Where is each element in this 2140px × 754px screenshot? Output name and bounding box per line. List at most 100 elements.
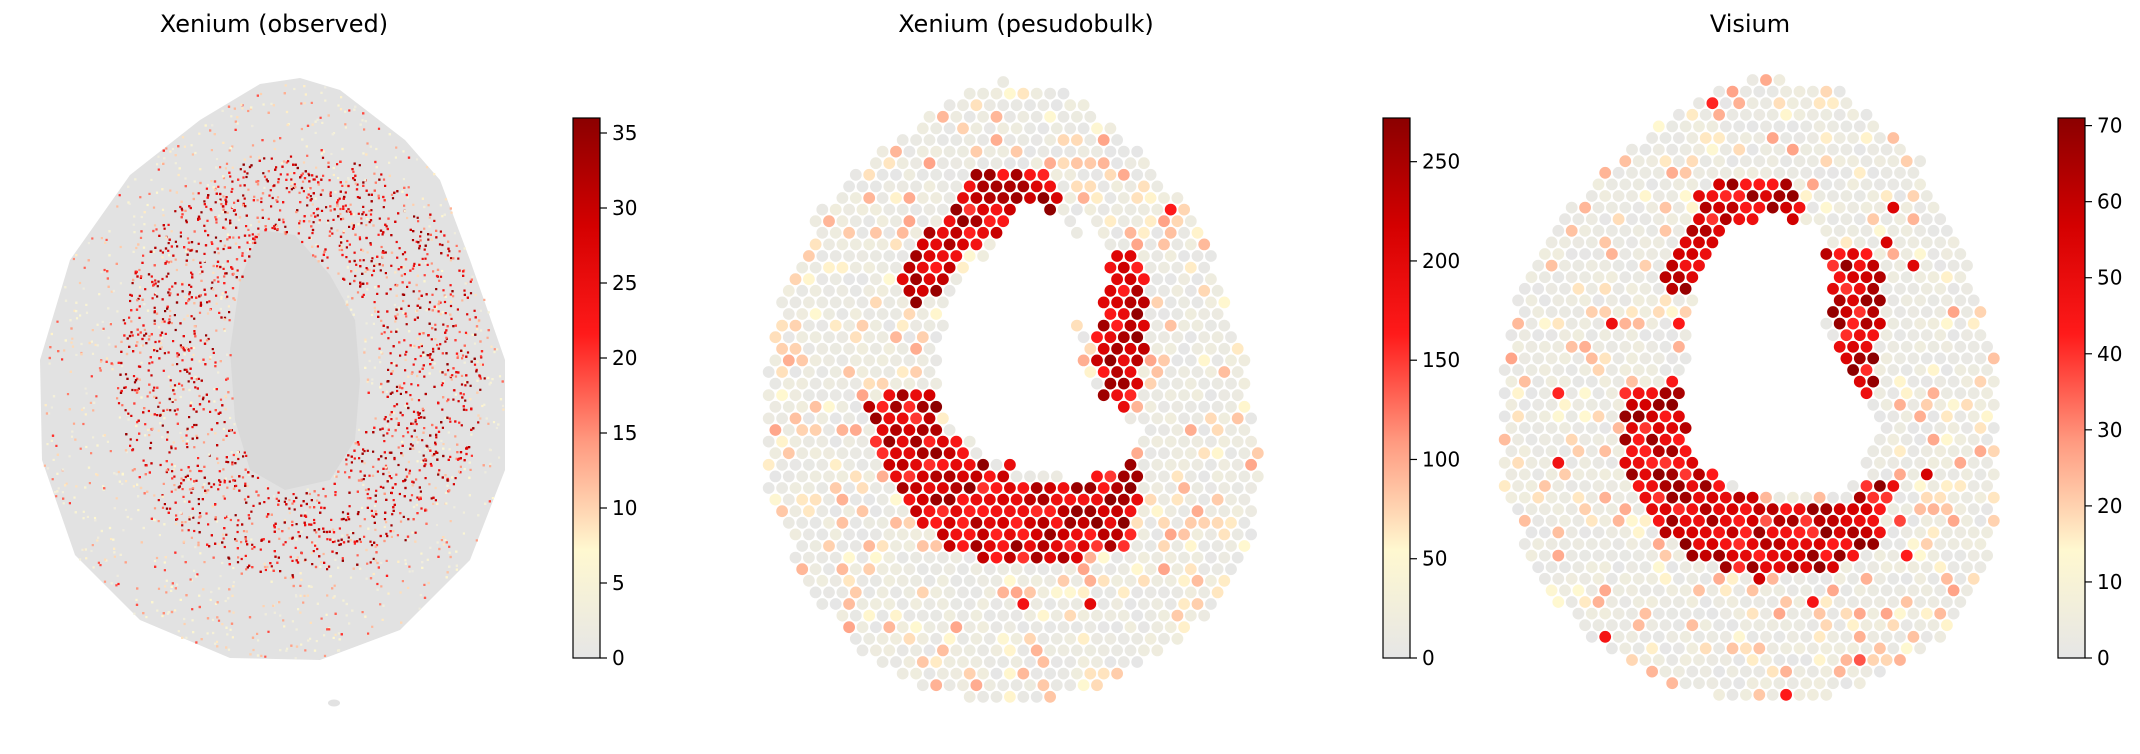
cell-point [137,387,140,390]
cell-point [325,206,328,209]
cell-point [249,224,252,227]
cell-point [315,640,318,643]
spot-point [842,342,856,356]
spot-point [808,214,823,228]
cell-point [431,309,434,312]
spot-point [1217,481,1232,495]
spot-point [768,446,783,460]
cell-point [290,178,293,181]
spot-point [862,353,876,368]
cell-point [228,588,231,591]
cell-point [243,197,246,200]
cell-point [419,306,422,309]
spot-point [969,237,984,252]
cell-point [415,158,419,161]
cell-point [378,217,381,220]
cell-point [412,290,415,293]
cell-point [249,653,252,656]
spot-point [956,492,970,507]
cell-point [404,369,407,372]
cell-point [164,262,167,265]
cell-point [118,480,121,483]
cell-point [292,163,295,166]
spot-point [976,458,990,472]
cell-point [291,520,294,523]
cell-point [416,512,419,515]
cell-point [212,271,215,274]
spot-point [1137,156,1151,170]
cell-point [385,225,388,228]
cell-point [468,494,471,497]
cell-point [285,110,289,114]
spot-point [1224,469,1238,484]
cell-point [369,243,372,246]
cell-point [295,523,298,526]
cell-point [236,547,239,550]
cell-point [190,315,193,318]
cell-point [156,609,159,612]
cell-point [435,436,438,439]
cell-point [86,515,89,518]
cell-point [432,496,435,499]
cell-point [295,628,298,631]
cell-point [417,241,420,244]
cell-point [312,192,315,195]
spot-point [882,527,897,542]
cell-point [458,330,461,334]
spot-point [788,388,803,402]
spot-point [983,168,997,182]
cell-point [373,541,376,544]
cell-point [420,552,423,555]
spot-point [1197,353,1211,368]
cell-point [424,477,427,480]
cell-point [150,374,153,377]
cell-point [409,269,412,272]
cell-point [452,483,455,486]
cell-point [440,384,444,387]
cell-point [298,226,301,229]
spot-point [976,249,990,263]
cell-point [144,288,147,291]
cell-point [212,631,215,635]
spot-point [1083,133,1098,147]
cell-point [161,188,164,191]
cell-point [116,310,119,313]
cell-point [188,488,192,491]
cell-point [273,147,277,151]
cell-point [174,447,177,450]
cell-point [429,363,432,366]
cell-point [96,323,99,326]
cell-point [300,643,303,646]
cell-point [375,544,379,547]
cell-point [117,361,120,364]
cell-point [126,377,129,380]
cell-point [162,149,165,152]
cell-point [176,352,179,355]
cell-point [385,532,388,535]
cell-point [411,371,414,374]
cell-point [153,507,157,510]
cell-point [422,353,426,357]
cell-point [449,293,452,296]
cell-point [146,309,150,312]
spot-point [768,353,783,368]
cell-point [334,191,337,194]
cell-point [300,530,303,533]
cell-point [79,447,82,450]
spot-point [875,516,890,530]
cell-point [154,282,157,285]
spot-point [1170,376,1185,391]
spot-point [1157,469,1171,484]
cell-point [403,382,406,385]
cell-point [107,285,110,288]
spot-point [1197,307,1211,321]
cell-point [217,587,221,590]
spot-point [929,191,943,205]
cell-point [412,230,415,233]
cell-point [222,537,225,540]
cell-point [317,260,320,263]
cell-point [233,201,236,204]
cell-point [338,197,341,200]
cell-point [259,570,262,573]
spot-point [1184,516,1198,530]
